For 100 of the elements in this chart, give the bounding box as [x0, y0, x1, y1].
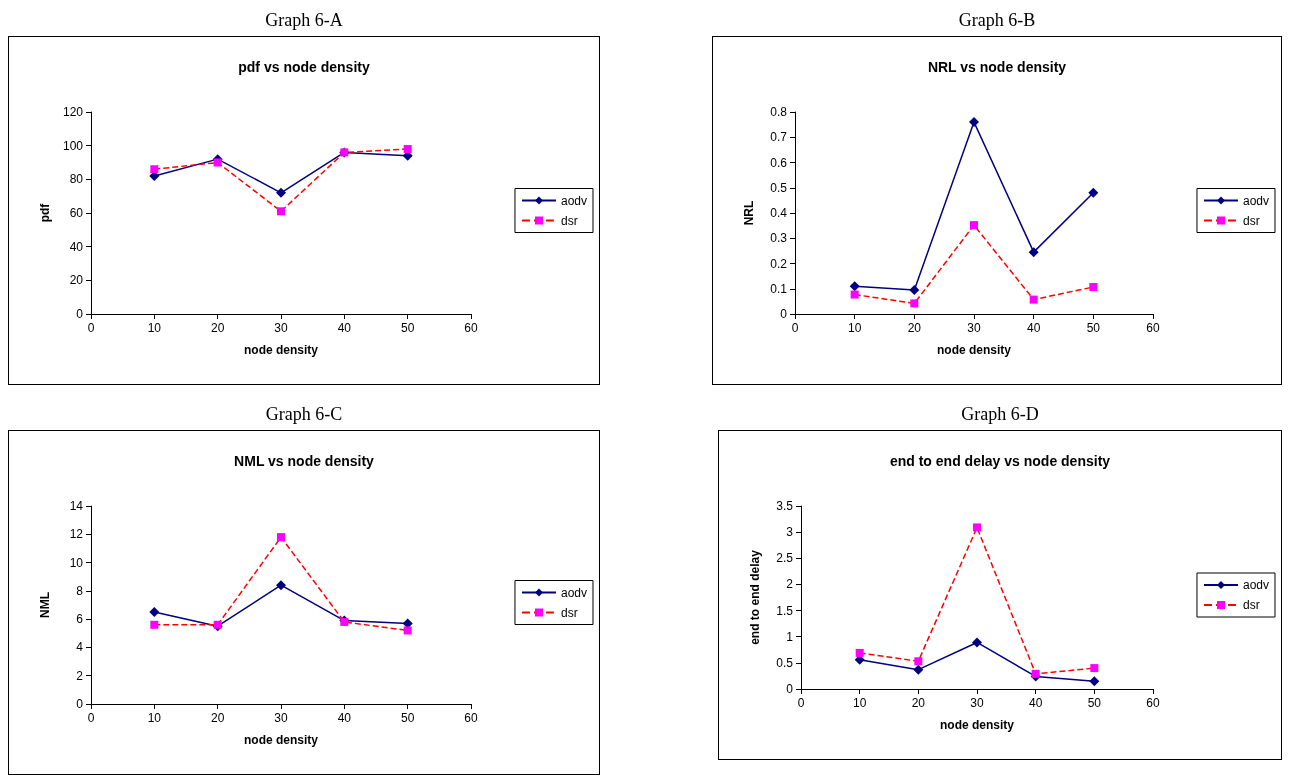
- point: [910, 299, 919, 308]
- point: [969, 117, 979, 128]
- y-tick-label: 0.5: [770, 180, 788, 195]
- point: [1029, 295, 1038, 304]
- x-tick-label: 60: [464, 711, 478, 725]
- legend-label: aodv: [1242, 193, 1270, 208]
- legend-label: dsr: [560, 213, 578, 228]
- y-tick-label: 12: [69, 527, 84, 542]
- x-tick-label: 0: [797, 696, 805, 710]
- point: [855, 648, 864, 657]
- x-tick-label: 20: [907, 321, 922, 335]
- x-axis-title: node density: [243, 343, 319, 357]
- x-tick-label: 0: [87, 711, 95, 725]
- y-tick-label: 6: [76, 612, 84, 627]
- x-tick-label: 60: [464, 321, 478, 335]
- y-tick-label: 14: [69, 499, 84, 513]
- point: [849, 281, 860, 292]
- x-tick-label: 10: [847, 321, 862, 335]
- point: [277, 207, 285, 216]
- point: [213, 158, 222, 167]
- x-tick-label: 10: [147, 711, 162, 725]
- y-tick-label: 2: [76, 668, 84, 683]
- legend-label: dsr: [1242, 213, 1260, 228]
- point: [913, 664, 924, 675]
- point: [276, 580, 286, 591]
- x-tick-label: 30: [970, 696, 984, 710]
- point: [1031, 669, 1040, 678]
- caption: Graph 6-A: [265, 10, 343, 30]
- point: [150, 165, 159, 174]
- x-tick-label: 50: [400, 711, 415, 725]
- x-tick-label: 0: [87, 321, 95, 335]
- point: [277, 533, 285, 542]
- y-tick-label: 0.5: [776, 655, 794, 670]
- y-tick-label: 4: [76, 640, 84, 655]
- y-tick-label: 120: [62, 105, 84, 119]
- y-tick-label: 40: [69, 239, 84, 254]
- y-tick-label: 3.5: [776, 499, 794, 513]
- y-tick-label: 0.8: [770, 105, 788, 119]
- point: [1090, 664, 1099, 673]
- y-tick-label: 0.2: [770, 256, 788, 271]
- legend-label: dsr: [560, 605, 578, 620]
- x-tick-label: 20: [210, 321, 225, 335]
- point: [149, 607, 160, 618]
- y-tick-label: 20: [69, 273, 84, 288]
- chart-title: pdf vs node density: [238, 59, 370, 75]
- y-tick-label: 100: [62, 138, 84, 153]
- point: [970, 221, 978, 230]
- legend-label: aodv: [560, 585, 588, 600]
- y-tick-label: 0.6: [770, 155, 788, 170]
- chart-title: NRL vs node density: [927, 59, 1067, 75]
- legend-label: aodv: [560, 193, 588, 208]
- point: [403, 626, 412, 635]
- y-tick-label: 3: [786, 525, 794, 540]
- x-tick-label: 40: [337, 321, 352, 335]
- x-tick-label: 40: [337, 711, 352, 725]
- caption: Graph 6-B: [958, 10, 1036, 30]
- legend-label: aodv: [1242, 578, 1270, 592]
- x-tick-label: 30: [967, 321, 981, 335]
- point: [276, 187, 286, 198]
- y-axis-title: NRL: [742, 200, 756, 226]
- x-tick-label: 30: [274, 711, 288, 725]
- x-axis-title: node density: [936, 343, 1012, 357]
- x-tick-label: 30: [274, 321, 288, 335]
- caption: Graph 6-D: [961, 404, 1039, 424]
- point: [1088, 187, 1099, 198]
- x-tick-label: 20: [210, 711, 225, 725]
- y-axis-title: pdf: [38, 202, 52, 223]
- point: [1089, 676, 1100, 687]
- point: [973, 523, 981, 532]
- y-tick-label: 8: [76, 583, 84, 598]
- y-tick-label: 0: [76, 307, 84, 321]
- x-tick-label: 40: [1028, 696, 1043, 710]
- y-tick-label: 2: [786, 577, 794, 592]
- y-tick-label: 10: [69, 555, 84, 570]
- caption: Graph 6-C: [265, 404, 343, 424]
- point: [972, 637, 982, 648]
- point: [1089, 282, 1098, 291]
- y-tick-label: 0.1: [770, 281, 788, 296]
- y-tick-label: 80: [69, 172, 84, 187]
- point: [850, 290, 859, 299]
- point: [909, 285, 920, 296]
- y-tick-label: 60: [69, 206, 84, 220]
- x-tick-label: 40: [1026, 321, 1041, 335]
- y-tick-label: 0: [786, 682, 794, 696]
- x-tick-label: 50: [1087, 696, 1102, 710]
- x-tick-label: 10: [852, 696, 867, 710]
- chart-title: end to end delay vs node density: [889, 453, 1111, 469]
- point: [403, 145, 412, 154]
- x-tick-label: 50: [1086, 321, 1101, 335]
- x-tick-label: 50: [400, 321, 415, 335]
- chart-title: NML vs node density: [234, 453, 375, 469]
- legend-label: dsr: [1242, 598, 1260, 612]
- y-tick-label: 1: [786, 629, 794, 644]
- x-axis-title: node density: [243, 733, 319, 747]
- y-tick-label: 0.3: [770, 231, 788, 246]
- point: [150, 620, 159, 629]
- x-tick-label: 60: [1146, 696, 1160, 710]
- x-axis-title: node density: [939, 718, 1015, 732]
- y-tick-label: 2.5: [776, 551, 794, 566]
- point: [1028, 247, 1039, 258]
